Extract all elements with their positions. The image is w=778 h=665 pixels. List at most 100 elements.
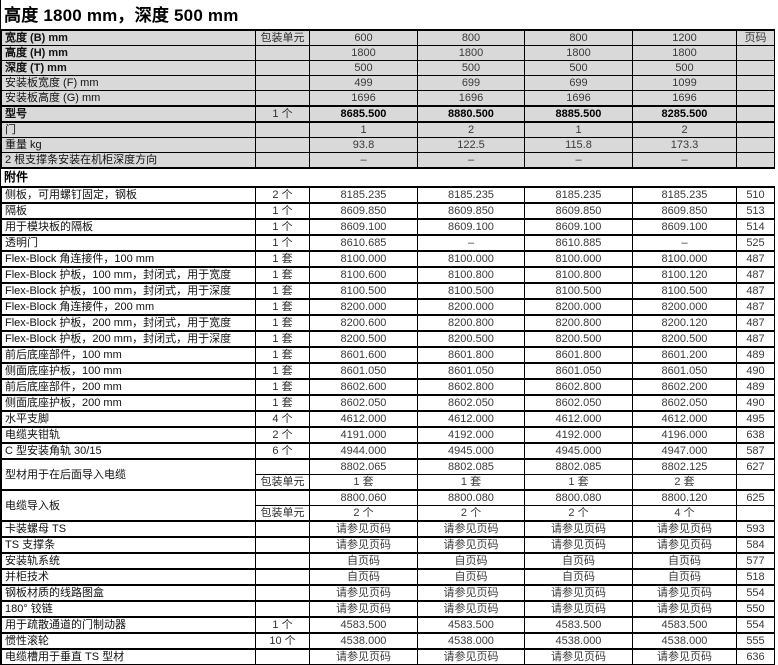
value-cell: 8609.100 [417,218,525,236]
page-cell: 584 [736,536,775,554]
value-cell: 1099 [632,75,737,91]
value-cell: 8100.800 [524,266,633,284]
value-cell: 8100.000 [417,250,525,268]
value-cell: 8802.085 [417,458,525,475]
value-cell: 4583.500 [309,616,418,634]
value-cell: 8100.500 [309,282,418,300]
unit-cell [255,648,310,665]
value-cell: 8601.050 [417,362,525,380]
value-cell: – [524,152,633,169]
value-cell: 8880.500 [417,105,525,123]
accessory-label-cell: 前后底座部件，200 mm [1,378,256,396]
value-cell: 请参见页码 [309,584,418,602]
accessory-row: 钢板材质的线路图盒 请参见页码 请参见页码 请参见页码 请参见页码 554 [1,584,775,602]
page-cell [736,75,775,91]
value-cell: 8685.500 [309,105,418,123]
page-cell: 487 [736,266,775,284]
accessory-row: 前后底座部件，200 mm 1 套 8602.600 8602.800 8602.800… [1,378,775,396]
value-cell: 8601.800 [524,346,633,364]
unit-cell [255,568,310,586]
value-cell: 8601.800 [417,346,525,364]
accessories-table: 侧板，可用螺钉固定，钢板 2 个 8185.235 8185.235 8185.235 8… [1,186,775,665]
accessory-label-cell: C 型安装角轨 30/15 [1,442,256,460]
page-cell: 489 [736,378,775,396]
unit-cell: 1 套 [255,298,310,316]
unit-cell [255,536,310,554]
page-cell: 577 [736,552,775,570]
unit-cell: 1 套 [255,282,310,300]
value-cell: 自页码 [632,552,737,570]
value-cell: 请参见页码 [309,600,418,618]
page-cell: 490 [736,362,775,380]
unit-cell: 2 个 [255,426,310,444]
page-cell [736,121,775,138]
accessory-row: 侧面底座护板，200 mm 1 套 8602.050 8602.050 8602.050… [1,394,775,412]
value-cell: 请参见页码 [417,536,525,554]
unit-cell [255,137,310,153]
spec-row: 型号 1 个 8685.500 8880.500 8885.500 8285.500 [1,105,775,123]
accessory-row: 卡装螺母 TS 请参见页码 请参见页码 请参见页码 请参见页码 593 [1,520,775,538]
spec-row: 高度 (H) mm 1800 1800 1800 1800 [1,45,775,61]
value-cell: 8602.800 [524,378,633,396]
value-cell: 请参见页码 [417,600,525,618]
value-cell: 8601.200 [632,346,737,364]
value-cell: 自页码 [309,568,418,586]
value-cell: 8800.080 [417,489,525,506]
value-cell: 8100.500 [524,282,633,300]
accessory-label-cell: 安装轨系统 [1,552,256,570]
value-cell: 8602.050 [632,394,737,412]
value-cell: 请参见页码 [524,648,633,665]
value-cell: 699 [524,75,633,91]
value-cell: 4192.000 [417,426,525,444]
spec-label-cell: 深度 (T) mm [1,60,256,76]
unit-cell: 1 套 [255,346,310,364]
value-cell: 4538.000 [632,632,737,650]
value-cell: 请参见页码 [417,520,525,538]
page-cell: 627 [736,458,775,475]
value-cell: 8802.125 [632,458,737,475]
value-cell: 8200.500 [632,330,737,348]
value-cell: 4191.000 [309,426,418,444]
accessory-row: 用于疏散通道的门制动器 1 个 4583.500 4583.500 4583.500 45… [1,616,775,634]
page-cell [736,45,775,61]
value-cell: 4192.000 [524,426,633,444]
spec-row: 重量 kg 93.8 122.5 115.8 173.3 [1,137,775,153]
value-cell: 499 [309,75,418,91]
value-cell: 500 [632,60,737,76]
value-cell: 1800 [417,45,525,61]
value-cell: 8802.065 [309,458,418,475]
page-cell: 555 [736,632,775,650]
accessory-row: 型材用于在后面导入电缆 8802.065 8802.085 8802.085 8802.… [1,458,775,491]
value-cell: 8100.000 [632,250,737,268]
unit-cell: 10 个 [255,632,310,650]
value-cell: 请参见页码 [632,600,737,618]
spec-label-cell: 安装板高度 (G) mm [1,90,256,107]
value-cell: 8200.000 [417,298,525,316]
value-cell: 699 [417,75,525,91]
page-cell: 587 [736,442,775,460]
unit-cell [255,520,310,538]
unit-cell: 包装单元 [255,474,310,491]
accessory-row: 电缆导入板 8800.060 8800.080 8800.080 8800.120 625 [1,489,775,522]
value-cell: 8609.100 [524,218,633,236]
accessory-label-cell: 侧面底座护板，100 mm [1,362,256,380]
page-cell: 495 [736,410,775,428]
unit-cell: 1 套 [255,266,310,284]
accessory-row: 侧板，可用螺钉固定，钢板 2 个 8185.235 8185.235 8185.235 8… [1,186,775,204]
unit-cell [255,90,310,107]
value-cell: 8100.600 [309,266,418,284]
value-cell: 请参见页码 [309,520,418,538]
value-cell: 8200.600 [309,314,418,332]
page-cell: 554 [736,616,775,634]
accessory-row: 安装轨系统 自页码 自页码 自页码 自页码 577 [1,552,775,570]
page-cell: 487 [736,282,775,300]
value-cell: 2 套 [632,474,737,491]
value-cell: 2 [632,121,737,138]
value-cell: 1696 [632,90,737,107]
value-cell: – [632,152,737,169]
accessory-row: 透明门 1 个 8610.685–8610.885–525 [1,234,775,252]
accessory-row: 用于模块板的隔板 1 个 8609.100 8609.100 8609.100 8609.… [1,218,775,236]
value-cell: 4945.000 [524,442,633,460]
unit-cell [255,45,310,61]
accessory-row: 惯性滚轮 10 个 4538.000 4538.000 4538.000 4538.000… [1,632,775,650]
